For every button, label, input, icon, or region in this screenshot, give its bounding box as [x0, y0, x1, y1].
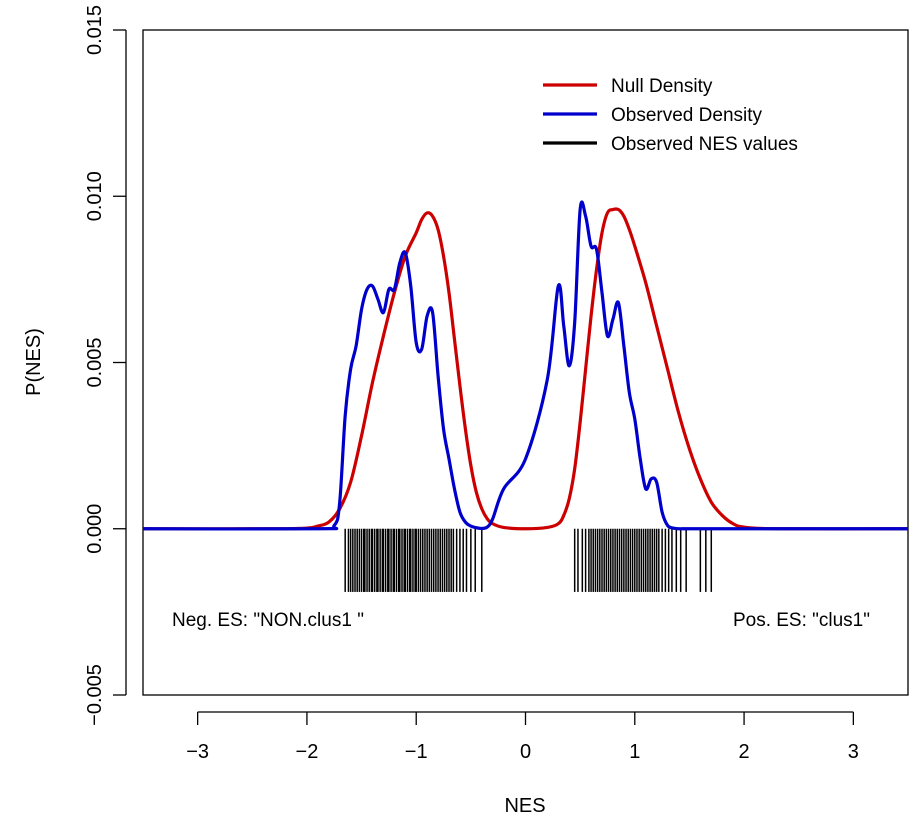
null-density-line: [142, 207, 909, 531]
series-layer: [142, 200, 909, 531]
plot-frame: [142, 29, 909, 696]
legend-label-observed-density: Observed Density: [611, 105, 763, 126]
rug-marks: [344, 528, 713, 592]
pos-es-annotation: Pos. ES: "clus1": [733, 610, 870, 631]
y-tick-label: 0.000: [84, 504, 106, 554]
observed-density-line: [142, 200, 908, 531]
x-tick-label: 1: [629, 741, 640, 763]
y-tick-label: 0.015: [84, 5, 106, 55]
x-tick-label: 3: [848, 741, 859, 763]
x-tick-label: 0: [520, 741, 531, 763]
legend-label-null-density: Null Density: [611, 76, 713, 97]
x-tick-label: −1: [405, 741, 428, 763]
y-axis: −0.005 0.000 0.005 0.010 0.015: [84, 5, 127, 726]
x-tick-label: −3: [186, 741, 209, 763]
neg-es-annotation: Neg. ES: "NON.clus1 ": [172, 610, 364, 631]
y-tick-label: −0.005: [84, 664, 106, 726]
y-tick-label: 0.010: [84, 171, 106, 221]
y-tick-label: 0.005: [84, 337, 106, 387]
x-tick-label: −2: [296, 741, 319, 763]
legend-label-observed-nes-values: Observed NES values: [611, 134, 798, 155]
x-axis: −3 −2 −1 0 1 2 3: [186, 711, 859, 763]
y-axis-label: P(NES): [23, 328, 45, 396]
x-axis-label: NES: [504, 795, 545, 817]
legend: Null Density Observed Density Observed NES…: [543, 76, 798, 155]
x-tick-label: 2: [739, 741, 750, 763]
